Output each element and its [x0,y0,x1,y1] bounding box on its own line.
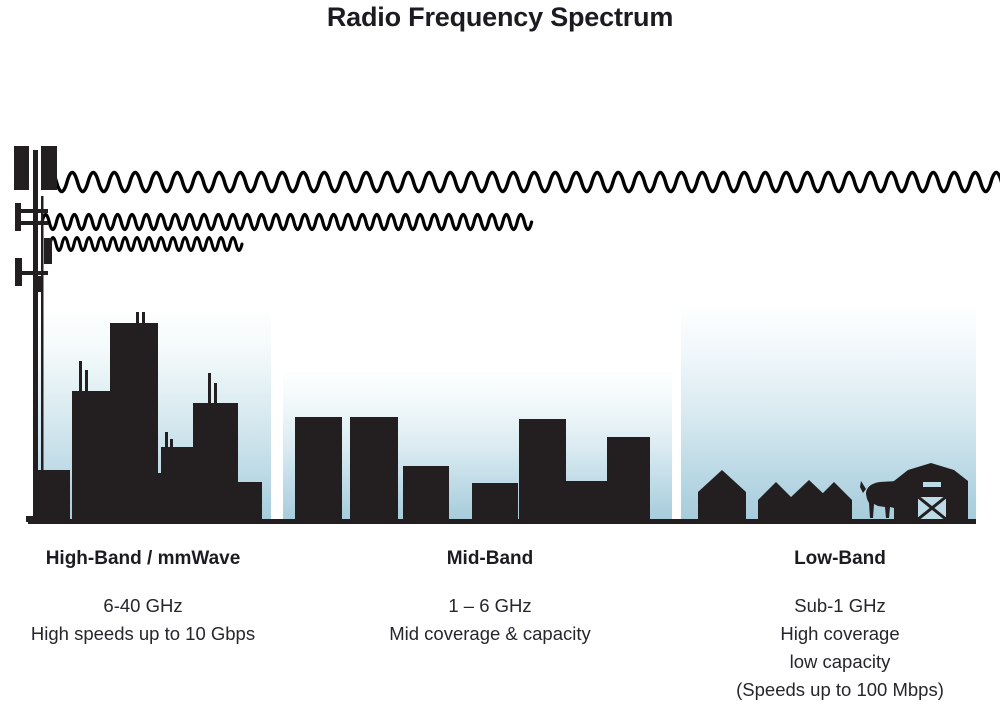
band-description-mid-band: 1 – 6 GHz Mid coverage & capacity [330,592,650,648]
high-band-scene-city [38,312,262,522]
building-2 [350,417,398,522]
tower-crossbar-lower [20,271,48,275]
building-1 [295,417,342,522]
low-band-wave [44,170,1000,194]
barn-window [923,482,941,487]
tower-crossbar-upper-2 [20,221,48,225]
antenna-panel-low-right [38,276,42,292]
band-desc-line: 6-40 GHz [103,595,183,616]
band-desc-line: (Speeds up to 100 Mbps) [736,679,944,700]
building-7-spire-b [214,383,217,406]
cell-tower [14,146,57,522]
house-small-3 [816,482,852,522]
band-desc-line: High coverage [780,623,900,644]
building-6-spire-b [170,439,173,451]
band-label-mid-band: Mid-Band [446,548,534,569]
tower-base [26,516,48,522]
building-6-spire-a [165,432,168,450]
building-4-spire-a [136,312,139,327]
building-2-spire-b [85,370,88,393]
building-7 [193,403,238,522]
low-band-scene-rural [698,463,968,522]
band-desc-line: low capacity [789,651,891,672]
building-7 [607,437,650,522]
band-desc-line: High speeds up to 10 Gbps [30,623,256,644]
building-6 [161,447,193,522]
antenna-panel-mid-right [44,238,52,264]
house-small-1 [758,482,794,522]
antenna-panel-low-left [15,258,22,286]
house-large [698,470,746,522]
band-desc-line: Mid coverage & capacity [389,623,591,644]
barn-door-cross-brace [916,494,948,522]
tower-crossbar-upper [20,209,48,213]
tower-mast-secondary [41,196,44,522]
building-8 [236,482,262,522]
band-description-low-band: Sub-1 GHz High coverage low capacity (Sp… [680,592,1000,704]
building-2-spire-a [79,361,82,393]
building-4-spire-b [142,312,145,327]
antenna-panel-top-right [41,146,57,190]
page-title: Radio Frequency Spectrum [326,2,674,32]
building-4 [110,323,158,522]
band-label-low-band: Low-Band [794,548,886,569]
band-desc-line: 1 – 6 GHz [448,595,532,616]
antenna-panel-top-left [14,146,29,190]
building-3 [403,466,449,522]
antenna-panel-mid-left [15,203,21,231]
tower-mast [33,150,38,522]
building-5 [519,419,566,522]
building-7-spire-a [208,373,211,406]
high-band-wave [48,236,244,252]
mid-band-scene-suburban [295,417,650,522]
building-6 [566,481,609,522]
band-label-high-band: High-Band / mmWave [45,548,241,569]
band-description-high-band: 6-40 GHz High speeds up to 10 Gbps [0,592,286,648]
mid-band-wave [40,212,534,232]
ground-baseline [28,519,976,524]
band-desc-line: Sub-1 GHz [794,595,886,616]
building-4 [472,483,518,522]
radio-waves [40,170,1000,252]
